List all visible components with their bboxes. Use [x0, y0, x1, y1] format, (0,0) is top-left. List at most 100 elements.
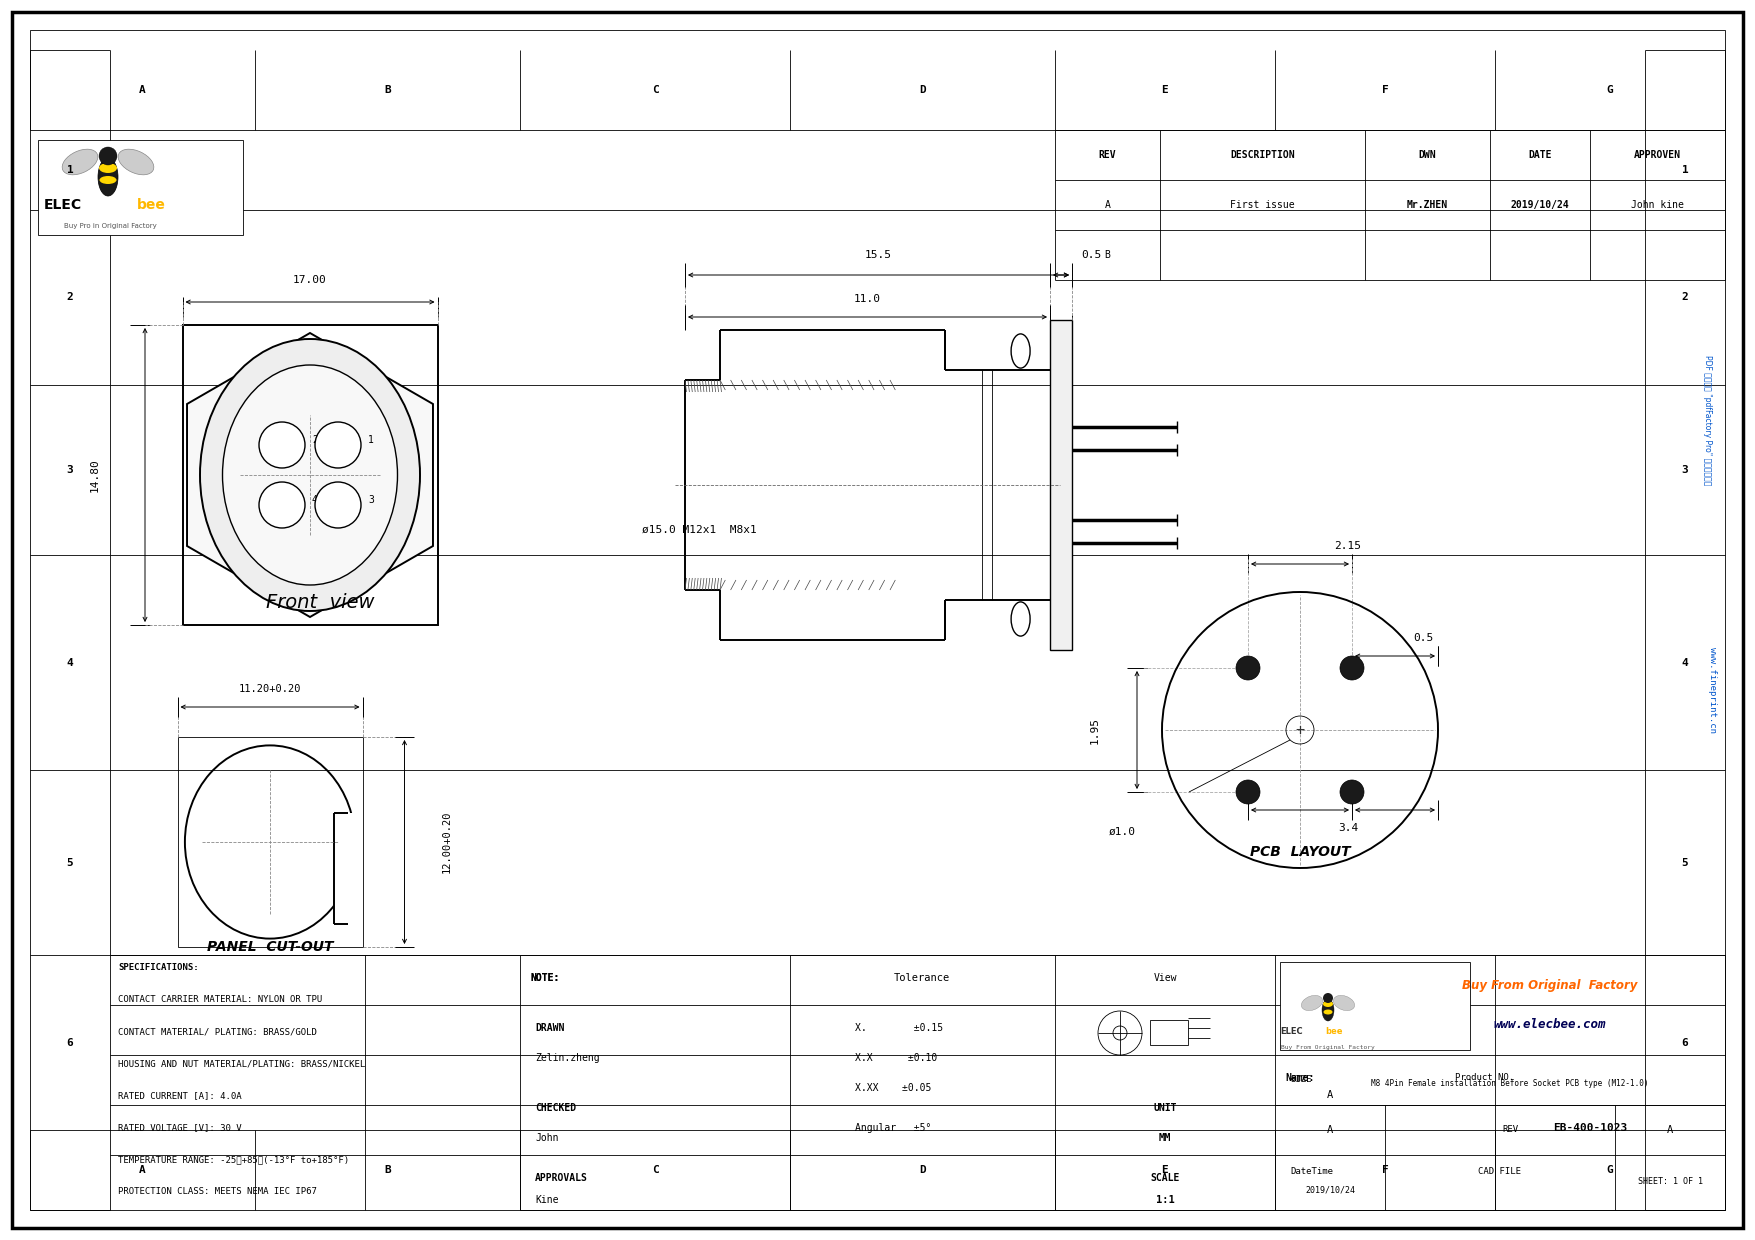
Text: 6: 6	[1681, 1038, 1688, 1048]
Text: 12.00+0.20: 12.00+0.20	[442, 811, 451, 873]
Text: RATED CURRENT [A]: 4.0A: RATED CURRENT [A]: 4.0A	[118, 1091, 242, 1101]
Text: SCALE: SCALE	[1150, 1173, 1179, 1183]
Text: DWN: DWN	[1418, 150, 1436, 160]
Text: CONTACT CARRIER MATERIAL: NYLON OR TPU: CONTACT CARRIER MATERIAL: NYLON OR TPU	[118, 996, 323, 1004]
Text: 2019/10/24: 2019/10/24	[1511, 200, 1569, 210]
Text: 2019/10/24: 2019/10/24	[1306, 1185, 1355, 1194]
Text: 1: 1	[1681, 165, 1688, 175]
Text: C: C	[651, 86, 658, 95]
Text: ø1.0: ø1.0	[1109, 827, 1135, 837]
Text: ø15.0 M12x1  M8x1: ø15.0 M12x1 M8x1	[642, 525, 756, 534]
Text: 3: 3	[369, 495, 374, 505]
Text: ELEC: ELEC	[44, 198, 82, 212]
Text: First issue: First issue	[1230, 200, 1295, 210]
Text: 2: 2	[67, 293, 74, 303]
Text: A: A	[139, 86, 146, 95]
Text: X.XX    ±0.05: X.XX ±0.05	[855, 1083, 932, 1092]
Text: SIZE: SIZE	[1290, 1075, 1311, 1085]
Circle shape	[1341, 780, 1364, 804]
Bar	[1049, 320, 1072, 650]
Text: E: E	[1162, 1166, 1169, 1176]
Text: F: F	[1381, 1166, 1388, 1176]
Bar	[177, 737, 363, 947]
Text: D: D	[920, 1166, 927, 1176]
Text: A: A	[139, 1166, 146, 1176]
Text: NOTE:: NOTE:	[530, 973, 560, 983]
Text: bee: bee	[137, 198, 167, 212]
Text: ELEC: ELEC	[1279, 1028, 1302, 1037]
Text: CHECKED: CHECKED	[535, 1104, 576, 1114]
Text: F: F	[1381, 86, 1388, 95]
Text: DRAWN: DRAWN	[535, 1023, 565, 1033]
Text: DateTime: DateTime	[1290, 1168, 1334, 1177]
Text: Buy Pro in Original Factory: Buy Pro in Original Factory	[63, 223, 156, 229]
Text: 0.5: 0.5	[1413, 632, 1434, 644]
Text: NOTE:: NOTE:	[530, 973, 560, 983]
Text: 1: 1	[369, 435, 374, 445]
Text: RATED VOLTAGE [V]: 30 V: RATED VOLTAGE [V]: 30 V	[118, 1123, 242, 1132]
Text: X.X      ±0.10: X.X ±0.10	[855, 1053, 937, 1063]
Text: B: B	[384, 86, 391, 95]
Text: A: A	[1104, 200, 1111, 210]
Text: 4: 4	[1681, 657, 1688, 667]
Text: 3.4: 3.4	[1337, 823, 1358, 833]
Circle shape	[260, 482, 305, 528]
Text: 14.80: 14.80	[90, 458, 100, 492]
Text: SPECIFICATIONS:: SPECIFICATIONS:	[118, 963, 198, 972]
Text: B: B	[384, 1166, 391, 1176]
Bar	[39, 140, 242, 236]
Circle shape	[1323, 993, 1334, 1003]
Text: 15.5: 15.5	[865, 250, 892, 260]
Circle shape	[1236, 780, 1260, 804]
Text: 1: 1	[67, 165, 74, 175]
Text: John kine: John kine	[1630, 200, 1685, 210]
Bar	[183, 325, 437, 625]
Text: Name:: Name:	[1285, 1073, 1314, 1083]
Text: C: C	[651, 1166, 658, 1176]
Text: APPROVALS: APPROVALS	[535, 1173, 588, 1183]
Text: TEMPERATURE RANGE: -25℃+85℃(-13°F to+185°F): TEMPERATURE RANGE: -25℃+85℃(-13°F to+185…	[118, 1156, 349, 1164]
Text: www.elecbee.com: www.elecbee.com	[1494, 1018, 1606, 1032]
Text: bee: bee	[1325, 1028, 1343, 1037]
Text: 2: 2	[1681, 293, 1688, 303]
Text: PANEL  CUT-OUT: PANEL CUT-OUT	[207, 940, 333, 954]
Text: EB-400-1023: EB-400-1023	[1553, 1123, 1627, 1133]
Circle shape	[260, 422, 305, 467]
Text: REV: REV	[1502, 1126, 1518, 1135]
Text: PCB  LAYOUT: PCB LAYOUT	[1250, 844, 1350, 859]
Circle shape	[314, 422, 362, 467]
Text: 11.0: 11.0	[855, 294, 881, 304]
Circle shape	[314, 482, 362, 528]
Text: DATE: DATE	[1529, 150, 1551, 160]
Text: APPROVEN: APPROVEN	[1634, 150, 1681, 160]
Text: 2.15: 2.15	[1334, 541, 1362, 551]
Text: Kine: Kine	[535, 1195, 558, 1205]
Text: 1.95: 1.95	[1090, 717, 1100, 744]
Text: 11.20+0.20: 11.20+0.20	[239, 684, 302, 694]
Text: 17.00: 17.00	[293, 275, 326, 285]
Text: D: D	[920, 86, 927, 95]
Ellipse shape	[1302, 996, 1323, 1011]
Text: 5: 5	[67, 858, 74, 868]
Bar	[333, 813, 360, 924]
Text: B: B	[1104, 250, 1111, 260]
Bar	[1150, 1021, 1188, 1045]
Text: PROTECTION CLASS: MEETS NEMA IEC IP67: PROTECTION CLASS: MEETS NEMA IEC IP67	[118, 1188, 318, 1197]
Text: G: G	[1606, 1166, 1613, 1176]
Text: Zelin.zheng: Zelin.zheng	[535, 1053, 600, 1063]
Text: Mr.ZHEN: Mr.ZHEN	[1408, 200, 1448, 210]
Circle shape	[98, 148, 118, 165]
Ellipse shape	[118, 149, 154, 175]
Text: CAD FILE: CAD FILE	[1478, 1168, 1522, 1177]
Text: A: A	[1327, 1125, 1334, 1135]
Circle shape	[1341, 656, 1364, 680]
Text: Buy From Original  Factory: Buy From Original Factory	[1462, 978, 1637, 992]
Text: UNIT: UNIT	[1153, 1104, 1178, 1114]
Ellipse shape	[1323, 1009, 1332, 1014]
Ellipse shape	[98, 162, 118, 174]
Text: DESCRIPTION: DESCRIPTION	[1230, 150, 1295, 160]
Ellipse shape	[1334, 996, 1355, 1011]
Text: A: A	[1327, 1090, 1334, 1100]
Text: 3: 3	[67, 465, 74, 475]
Ellipse shape	[1322, 999, 1334, 1021]
